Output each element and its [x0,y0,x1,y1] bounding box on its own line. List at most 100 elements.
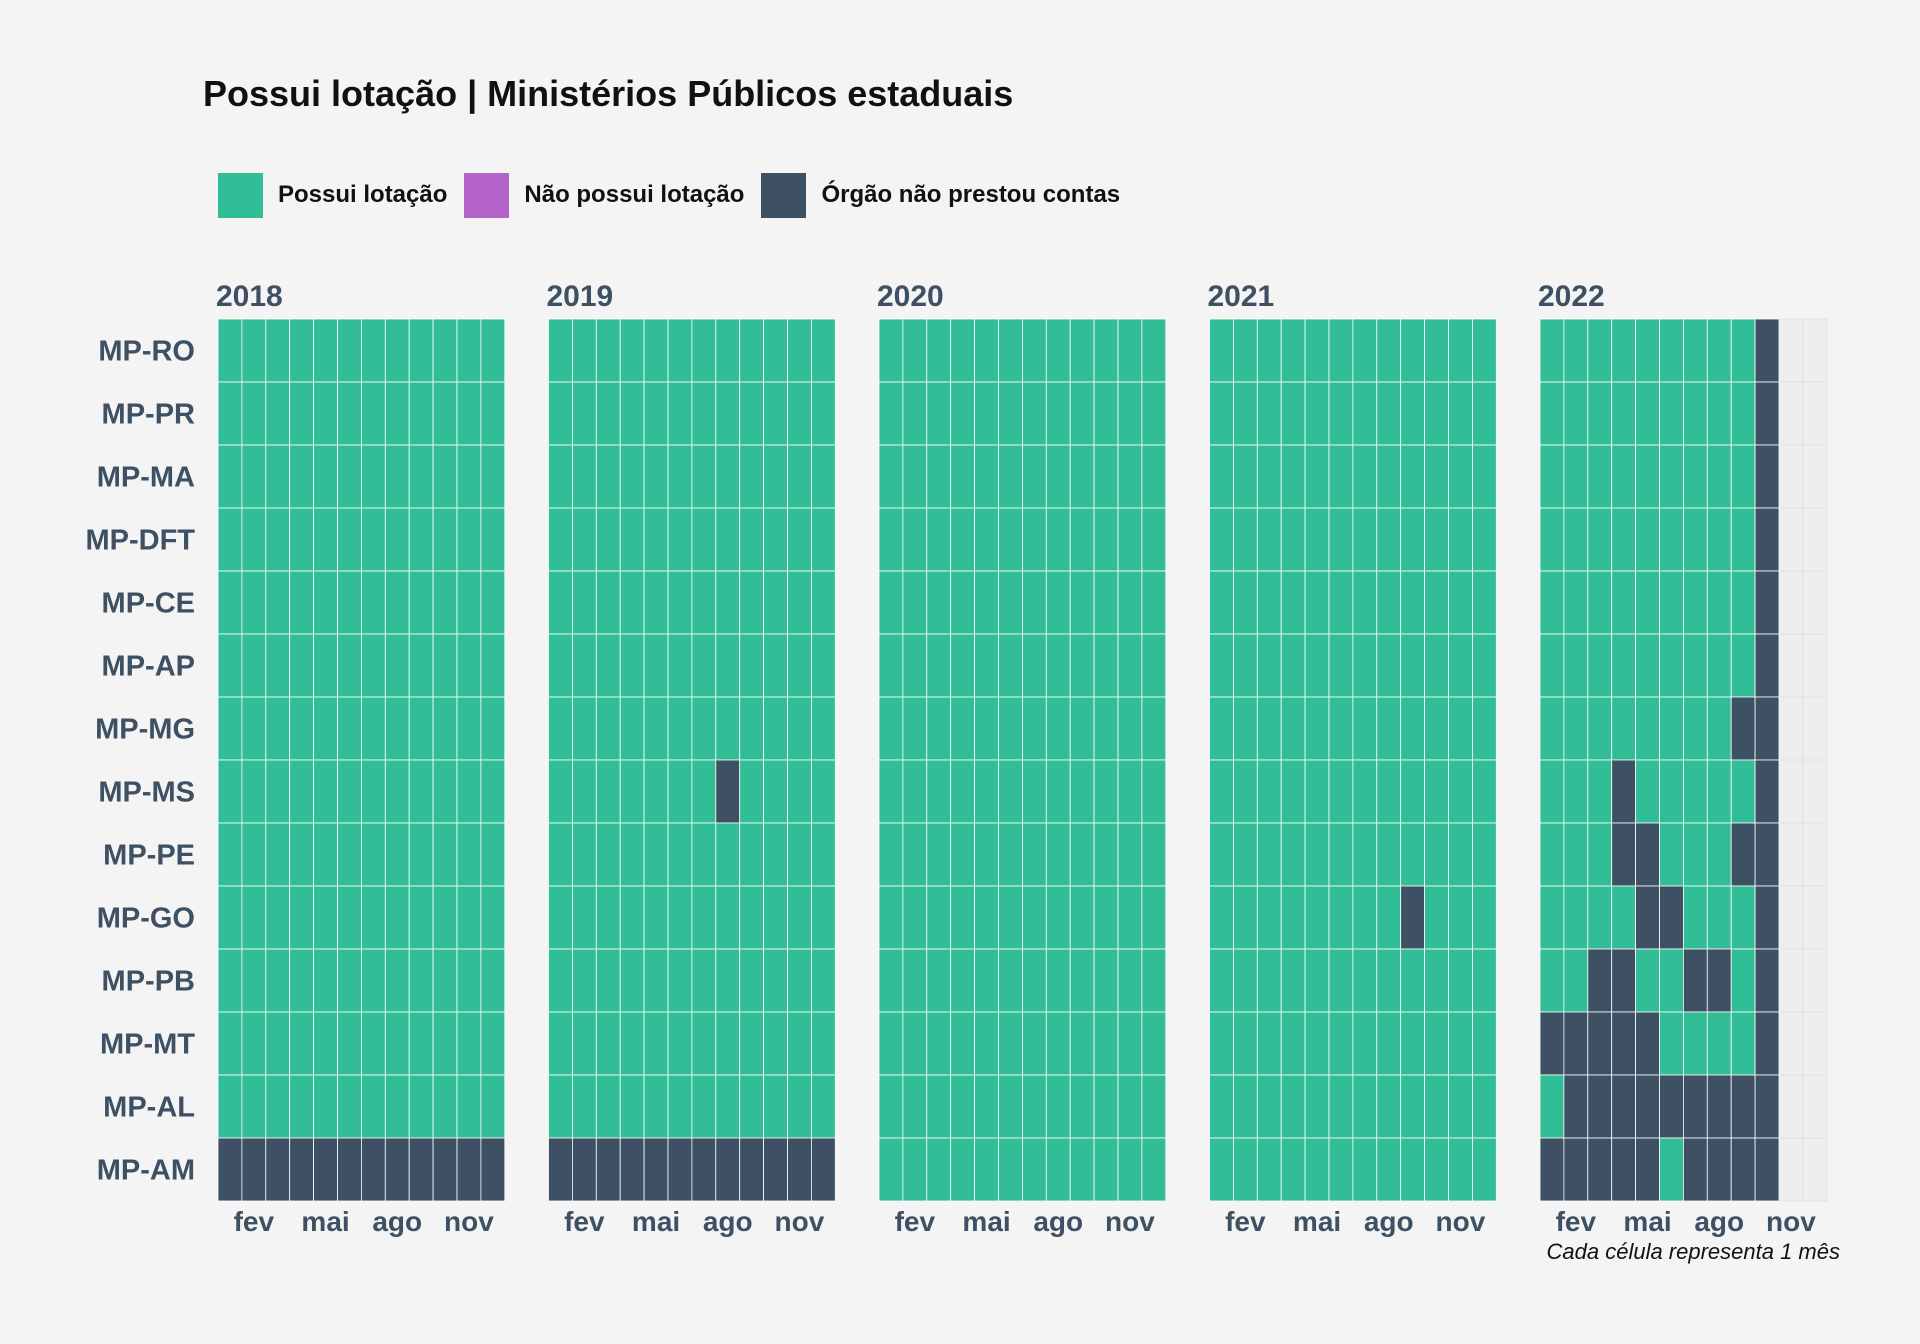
heatmap-cell [1045,507,1071,572]
heatmap-cell [1448,381,1473,446]
heatmap-cell [1539,381,1565,446]
heatmap-cell [1256,381,1282,446]
heatmap-cell [739,570,765,635]
heatmap-cell [1448,822,1473,887]
heatmap-cell [1304,507,1330,572]
heatmap-cell [902,822,928,887]
heatmap-cell [998,1137,1023,1202]
heatmap-cell [360,1074,386,1139]
heatmap-cell [360,759,386,824]
heatmap-cell [1706,948,1732,1013]
heatmap-cell [265,696,291,761]
heatmap-cell [1706,570,1732,635]
heatmap-cell [1376,885,1402,950]
heatmap-cell [1587,381,1613,446]
heatmap-cell [763,1011,788,1076]
heatmap-cell [1256,822,1282,887]
heatmap-cell [217,696,243,761]
heatmap-cell [1587,948,1613,1013]
heatmap-cell [1233,318,1258,383]
heatmap-cell [1093,444,1119,509]
heatmap-cell [643,318,669,383]
heatmap-cell [337,1137,362,1202]
heatmap-cell [1022,1137,1047,1202]
heatmap-cell [360,507,386,572]
heatmap-cell [763,696,788,761]
heatmap-cell [1233,507,1258,572]
heatmap-cell [1400,570,1425,635]
heatmap-cell [313,507,338,572]
heatmap-cell [1754,1074,1780,1139]
heatmap-cell [878,570,904,635]
heatmap-cell [1352,507,1378,572]
heatmap-cell [1093,381,1119,446]
heatmap-cell [1635,759,1660,824]
heatmap-cell [902,1137,928,1202]
heatmap-cell [998,507,1023,572]
heatmap-cell [1304,885,1330,950]
heatmap-cell [217,1011,243,1076]
heatmap-cell [1611,381,1636,446]
heatmap-cell [950,633,976,698]
heatmap-cell [432,507,458,572]
heatmap-cell [1045,1137,1071,1202]
heatmap-cell [950,948,976,1013]
heatmap-cell [902,318,928,383]
heatmap-cell [1706,381,1732,446]
heatmap-cell [384,1011,410,1076]
heatmap-cell [787,633,812,698]
heatmap-cell [1400,381,1425,446]
heatmap-cell [408,570,434,635]
heatmap-cell [1659,507,1684,572]
heatmap-cell [1117,318,1143,383]
heatmap-cell [313,759,338,824]
heatmap-cell [1635,633,1660,698]
heatmap-cell [787,696,812,761]
heatmap-cell [1256,318,1282,383]
heatmap-cell [1539,570,1565,635]
heatmap-cell [1376,1137,1402,1202]
heatmap-cell [1424,318,1449,383]
heatmap-cell [1424,507,1449,572]
heatmap-cell [265,885,291,950]
heatmap-cell [1539,759,1565,824]
heatmap-cell [548,444,573,509]
heatmap-cell [456,1137,482,1202]
heatmap-cell [902,948,928,1013]
heatmap-cell [715,1137,741,1202]
heatmap-cell [217,948,243,1013]
row-label-mp-ro: MP-RO [98,336,195,368]
heatmap-cell [1635,1011,1660,1076]
x-tick-label-nov: nov [1766,1206,1816,1237]
heatmap-cell [1209,570,1234,635]
heatmap-cell [1093,759,1119,824]
heatmap-cell [1022,1011,1047,1076]
heatmap-cell [1424,1011,1449,1076]
heatmap-cell [548,318,573,383]
heatmap-cell [1256,696,1282,761]
heatmap-cell [1280,948,1306,1013]
heatmap-cell [715,948,741,1013]
heatmap-cell [811,1074,836,1139]
heatmap-cell [265,570,291,635]
x-tick-label-mai: mai [962,1206,1010,1237]
heatmap-cell [1611,885,1636,950]
heatmap-cell [1730,822,1756,887]
heatmap-cell [667,633,693,698]
heatmap-cell [643,507,669,572]
heatmap-cell [1400,1137,1425,1202]
heatmap-cell [1117,633,1143,698]
heatmap-cell [619,318,645,383]
x-tick-label-mai: mai [632,1206,680,1237]
heatmap-cell [1069,1137,1095,1202]
heatmap-cell [480,633,506,698]
heatmap-cell [241,1074,267,1139]
heatmap-cell [1448,696,1473,761]
heatmap-cell [384,1074,410,1139]
heatmap-cell [217,381,243,446]
heatmap-cell [595,759,621,824]
panel-year-label-2022: 2022 [1538,280,1605,313]
heatmap-cell [1611,1074,1636,1139]
heatmap-cell [787,1137,812,1202]
